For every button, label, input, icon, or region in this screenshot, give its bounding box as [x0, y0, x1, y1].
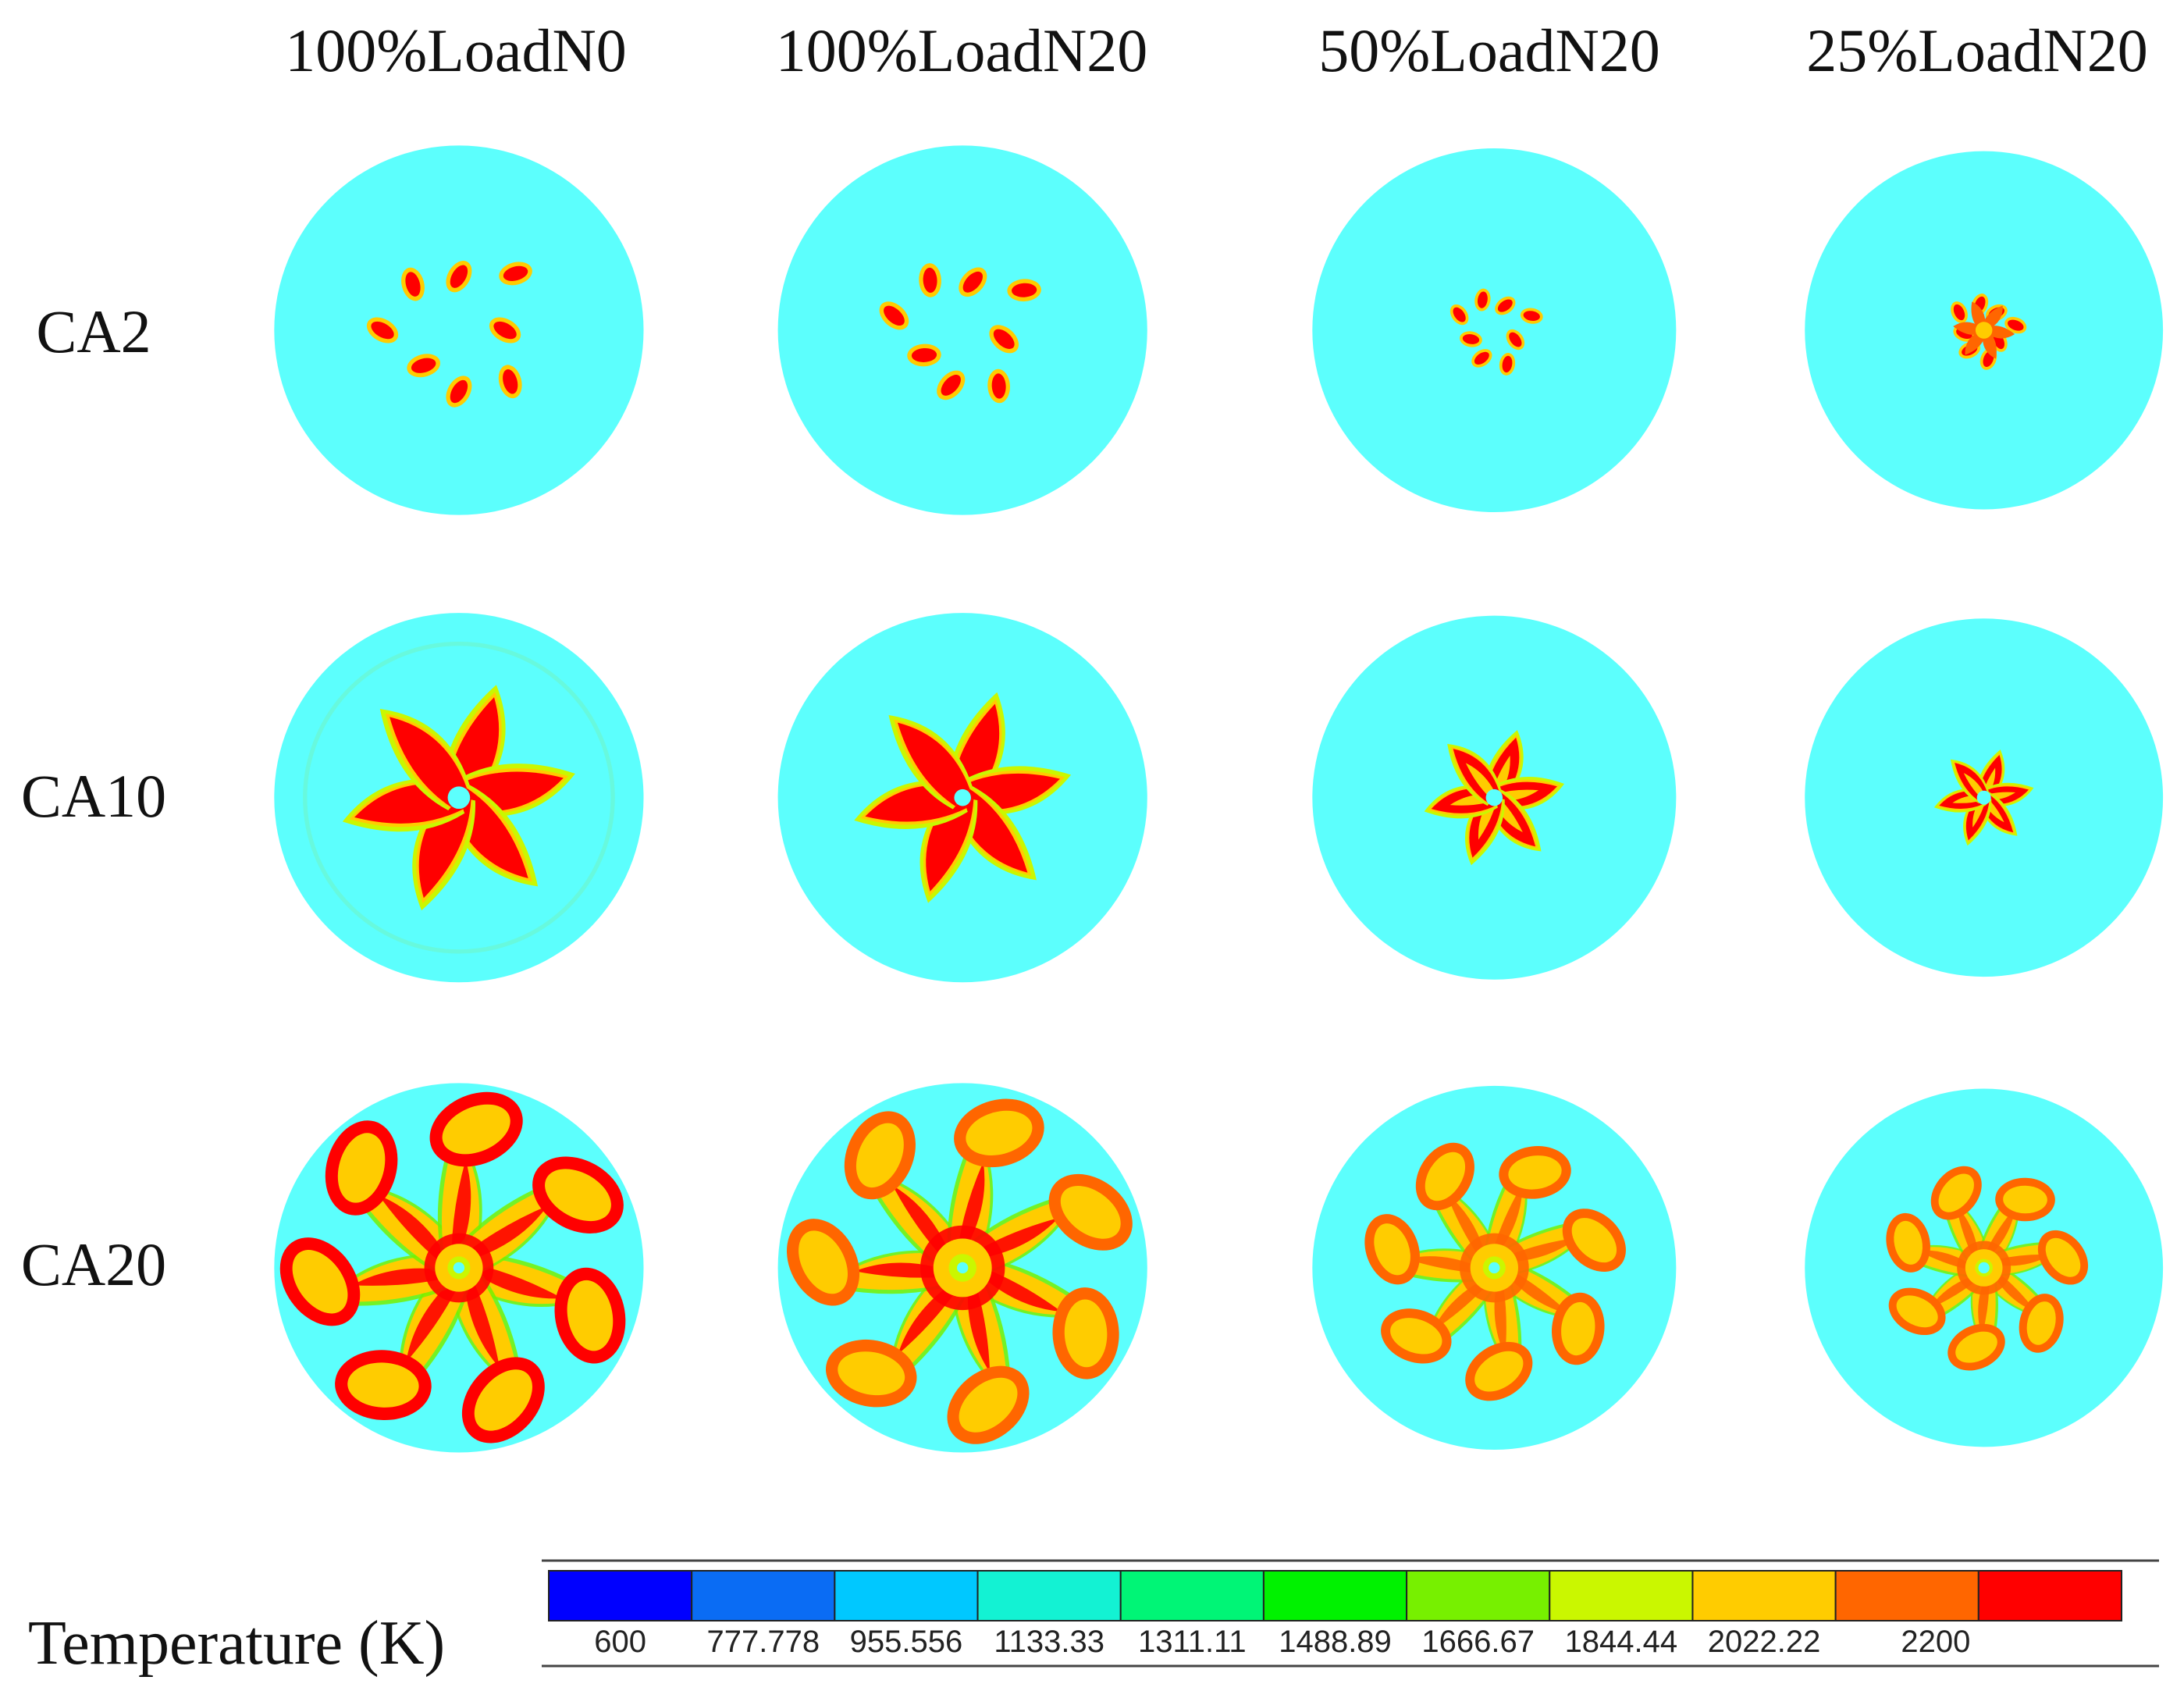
colorbar-tick-label: 1133.33: [994, 1625, 1104, 1659]
column-title-100-load-n0: 100%LoadN0: [285, 16, 627, 84]
colorbar-tick-label: 955.556: [849, 1625, 963, 1659]
row-label-ca10: CA10: [20, 762, 167, 830]
colorbar-tick-label: 600: [594, 1625, 646, 1659]
row-label-ca2: CA2: [36, 297, 151, 365]
contour-disc-ca10-2: [777, 613, 1147, 983]
contour-disc-ca10-4: [1805, 618, 2164, 977]
contour-disc-ca20-4: [1805, 1088, 2164, 1447]
colorbar-tick-label: 1488.89: [1279, 1625, 1392, 1659]
legend-title: Temperature (K): [28, 1609, 446, 1678]
contour-disc-ca20-2: [777, 1083, 1147, 1453]
colorbar-tick-label: 1311.11: [1137, 1625, 1247, 1659]
colorbar-tick-label: 1666.67: [1421, 1625, 1535, 1659]
colorbar-tick-label: 1844.44: [1564, 1625, 1678, 1659]
contour-disc-ca20-1: [274, 1083, 644, 1453]
column-title-100-load-n20: 100%LoadN20: [775, 16, 1148, 84]
colorbar-tick-label: 2200: [1901, 1625, 1971, 1659]
contour-disc-ca10-1: [274, 613, 644, 983]
row-label-ca20: CA20: [20, 1230, 167, 1298]
contour-disc-ca2-1: [274, 145, 644, 515]
contour-disc-ca10-3: [1312, 615, 1677, 980]
column-title-50-load-n20: 50%LoadN20: [1318, 16, 1660, 84]
contour-disc-ca2-2: [777, 145, 1147, 515]
colorbar-tick-label: 2022.22: [1707, 1625, 1821, 1659]
column-title-25-load-n20: 25%LoadN20: [1806, 16, 2148, 84]
colorbar-tick-label: 777.778: [706, 1625, 820, 1659]
contour-disc-ca2-3: [1312, 148, 1677, 513]
contour-disc-ca2-4: [1805, 151, 2164, 510]
contour-disc-ca20-3: [1312, 1085, 1677, 1450]
